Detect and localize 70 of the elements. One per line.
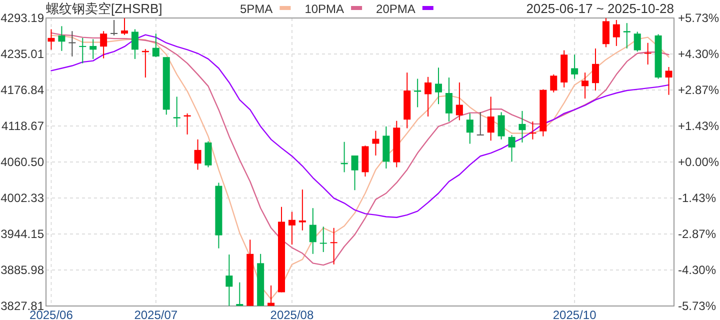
y-tick-label: 4060.50 bbox=[0, 155, 44, 169]
y2-tick-label: -5.73% bbox=[678, 299, 716, 313]
y2-tick-label: -4.30% bbox=[678, 263, 716, 278]
y-tick-label: 3944.15 bbox=[0, 227, 44, 242]
candlestick bbox=[121, 18, 128, 36]
candlestick bbox=[466, 112, 474, 144]
legend-label: 5PMA bbox=[240, 2, 273, 16]
y-tick-label: 3885.98 bbox=[0, 263, 44, 277]
candlestick bbox=[320, 226, 327, 253]
candlestick bbox=[372, 130, 380, 156]
candlestick bbox=[623, 22, 630, 49]
y2-tick-label: +0.00% bbox=[678, 155, 720, 169]
candlestick bbox=[351, 155, 358, 191]
candlestick bbox=[456, 82, 463, 121]
x-tick-label: 2025/08 bbox=[270, 308, 314, 320]
legend-label: 10PMA bbox=[304, 2, 344, 16]
candlestick bbox=[518, 110, 526, 144]
candlestick bbox=[298, 189, 306, 231]
candlestick bbox=[498, 112, 505, 140]
candlestick bbox=[445, 77, 452, 122]
candlestick bbox=[612, 19, 620, 46]
candlestick bbox=[90, 38, 97, 60]
candlestick bbox=[58, 26, 66, 52]
candlestick bbox=[79, 37, 86, 64]
y-tick-label: 4002.33 bbox=[0, 191, 44, 205]
candlestick bbox=[110, 19, 118, 36]
candlestick bbox=[288, 211, 296, 246]
candlestick bbox=[309, 208, 316, 254]
y-tick-label: 4176.84 bbox=[0, 83, 44, 98]
candlestick bbox=[634, 31, 641, 52]
candlestick bbox=[100, 30, 108, 59]
candlestick bbox=[424, 76, 432, 118]
candlestick bbox=[236, 282, 244, 306]
y-tick-label: 4118.67 bbox=[2, 119, 44, 133]
candlestick bbox=[194, 138, 202, 170]
candlestick bbox=[665, 66, 672, 96]
candlestick bbox=[508, 134, 516, 162]
x-tick-label: 2025/07 bbox=[134, 308, 178, 320]
candlestick bbox=[268, 284, 275, 306]
candlestick bbox=[173, 96, 180, 128]
candlestick bbox=[435, 67, 442, 105]
candlestick bbox=[582, 72, 589, 100]
candlestick bbox=[330, 227, 338, 265]
candlestick bbox=[68, 30, 76, 57]
legend-label: 20PMA bbox=[376, 2, 416, 16]
candlestick bbox=[48, 28, 55, 50]
y2-tick-label: +5.73% bbox=[678, 11, 720, 25]
y2-tick-label: -1.43% bbox=[678, 190, 716, 205]
y2-tick-label: -2.87% bbox=[678, 227, 716, 242]
candlestick bbox=[592, 48, 599, 92]
y2-tick-label: +4.30% bbox=[678, 46, 720, 61]
candlestick bbox=[550, 74, 558, 93]
candlestick bbox=[204, 140, 212, 168]
y-tick-label: 4235.01 bbox=[0, 47, 44, 62]
y-tick-label: 4293.19 bbox=[0, 11, 44, 25]
y2-tick-label: +2.87% bbox=[678, 82, 720, 97]
y2-tick-label: +1.43% bbox=[678, 119, 720, 134]
candlestick bbox=[602, 18, 610, 48]
candlestick bbox=[571, 54, 578, 80]
candlestick bbox=[476, 112, 484, 136]
candlestick bbox=[414, 78, 422, 108]
candlestick bbox=[226, 254, 233, 306]
candlestick bbox=[529, 120, 536, 140]
candlestick bbox=[487, 96, 494, 142]
x-tick-label: 2025/10 bbox=[552, 308, 597, 320]
candlestick bbox=[644, 42, 652, 66]
candlestick bbox=[152, 33, 160, 58]
candlestick bbox=[131, 28, 138, 60]
chart-title: 螺纹钢卖空[ZHSRB] bbox=[46, 1, 162, 16]
chart-subtitle: 2025-06-17 ~ 2025-10-28 bbox=[526, 1, 674, 16]
